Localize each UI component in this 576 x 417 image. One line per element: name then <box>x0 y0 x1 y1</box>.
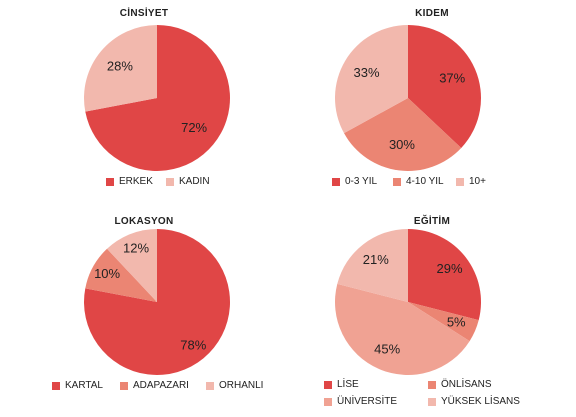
slice-data-label: 10% <box>94 266 120 281</box>
legend-item-10-plus: 10+ <box>456 176 486 187</box>
pie-slice-erkek <box>85 25 230 171</box>
legend-label: KADIN <box>179 176 210 187</box>
legend-item-adapazari: ADAPAZARI <box>120 380 189 391</box>
legend-item-universite: ÜNİVERSİTE <box>324 396 397 407</box>
legend-label: YÜKSEK LİSANS <box>441 396 520 407</box>
location-pie-chart: 78% 10%12% <box>84 229 231 375</box>
slice-data-label: 45% <box>374 342 400 357</box>
legend-label: 4-10 YIL <box>406 176 444 187</box>
slice-data-label: 21% <box>363 252 389 267</box>
legend-item-orhanli: ORHANLI <box>206 380 263 391</box>
legend-swatch <box>324 380 332 389</box>
legend-label: KARTAL <box>65 380 103 391</box>
slice-data-label: 28% <box>107 59 133 74</box>
pie-slice-4-10-yil <box>344 98 462 172</box>
legend-label: ÖNLİSANS <box>441 379 492 390</box>
pie-slice--ni-versi-te <box>335 283 470 375</box>
legend-label: ERKEK <box>119 176 153 187</box>
legend-swatch <box>206 381 214 390</box>
legend-item-0-3-yil: 0-3 YIL <box>332 176 377 187</box>
slice-data-label: 78% <box>180 337 206 352</box>
legend-swatch <box>428 397 436 406</box>
slice-data-label: 30% <box>389 137 415 152</box>
legend-item-onlisans: ÖNLİSANS <box>428 379 492 390</box>
legend-item-kartal: KARTAL <box>52 380 103 391</box>
slice-data-label: 33% <box>354 65 380 80</box>
legend-swatch <box>166 177 174 186</box>
legend-swatch <box>52 381 60 390</box>
legend-swatch <box>324 397 332 406</box>
pie-slice--nli-sans <box>408 302 479 342</box>
tenure-chart-panel: KIDEM 37% 30% 33% 0-3 YIL 4-10 YIL 10+ <box>288 0 576 208</box>
chart-title: EĞİTİM <box>413 216 451 227</box>
pie-slice-0-3-yil <box>408 25 481 148</box>
slice-data-label: 72% <box>181 120 207 135</box>
education-pie-chart: 29% 5% 45% 21% <box>335 229 481 375</box>
legend-label: LİSE <box>337 379 359 390</box>
tenure-pie-chart: 37% 30% 33% <box>335 25 481 172</box>
gender-pie-chart: 72% 28% <box>83 25 230 171</box>
legend-swatch <box>428 380 436 389</box>
legend-item-kadin: KADIN <box>166 176 210 187</box>
pie-slice-10- <box>335 25 408 134</box>
gender-chart-panel: CİNSİYET 72% 28% ERKEK KADIN <box>0 0 288 208</box>
legend-label: 10+ <box>469 176 486 187</box>
legend-swatch <box>332 177 340 186</box>
legend-item-erkek: ERKEK <box>106 176 153 187</box>
legend-item-4-10-yil: 4-10 YIL <box>393 176 444 187</box>
slice-data-label: 5% <box>447 314 466 329</box>
legend-label: ADAPAZARI <box>133 380 189 391</box>
slice-data-label: 37% <box>439 70 465 85</box>
pie-slice-orhanli <box>107 229 157 302</box>
location-chart-panel: LOKASYON 78% 10% 12% KARTAL ADAPAZARI ORHA… <box>0 208 288 416</box>
legend-label: ÜNİVERSİTE <box>337 396 398 407</box>
legend-label: ORHANLI <box>219 380 264 391</box>
legend-swatch <box>393 177 401 186</box>
legend-item-lise: LİSE <box>324 379 359 390</box>
chart-title: KIDEM <box>415 8 449 19</box>
legend-item-yuksek-lisans: YÜKSEK LİSANS <box>428 396 520 407</box>
pie-slice-kadin <box>83 25 157 112</box>
legend-swatch <box>120 381 128 390</box>
legend-swatch <box>456 177 464 186</box>
legend-label: 0-3 YIL <box>345 176 378 187</box>
pie-slice-li-se <box>408 229 481 321</box>
education-chart-panel: EĞİTİM 29% 5% 45% 21% LİSE ÖNLİSANS ÜNİVERS… <box>288 208 576 416</box>
pie-slice-adapazari <box>85 248 157 302</box>
legend-swatch <box>106 177 114 186</box>
pie-slice-y-ksek-li-sans <box>337 229 408 302</box>
chart-title: LOKASYON <box>114 216 174 227</box>
slice-data-label: 29% <box>437 261 463 276</box>
slice-data-label: 12% <box>123 240 149 255</box>
chart-title: CİNSİYET <box>119 8 169 19</box>
